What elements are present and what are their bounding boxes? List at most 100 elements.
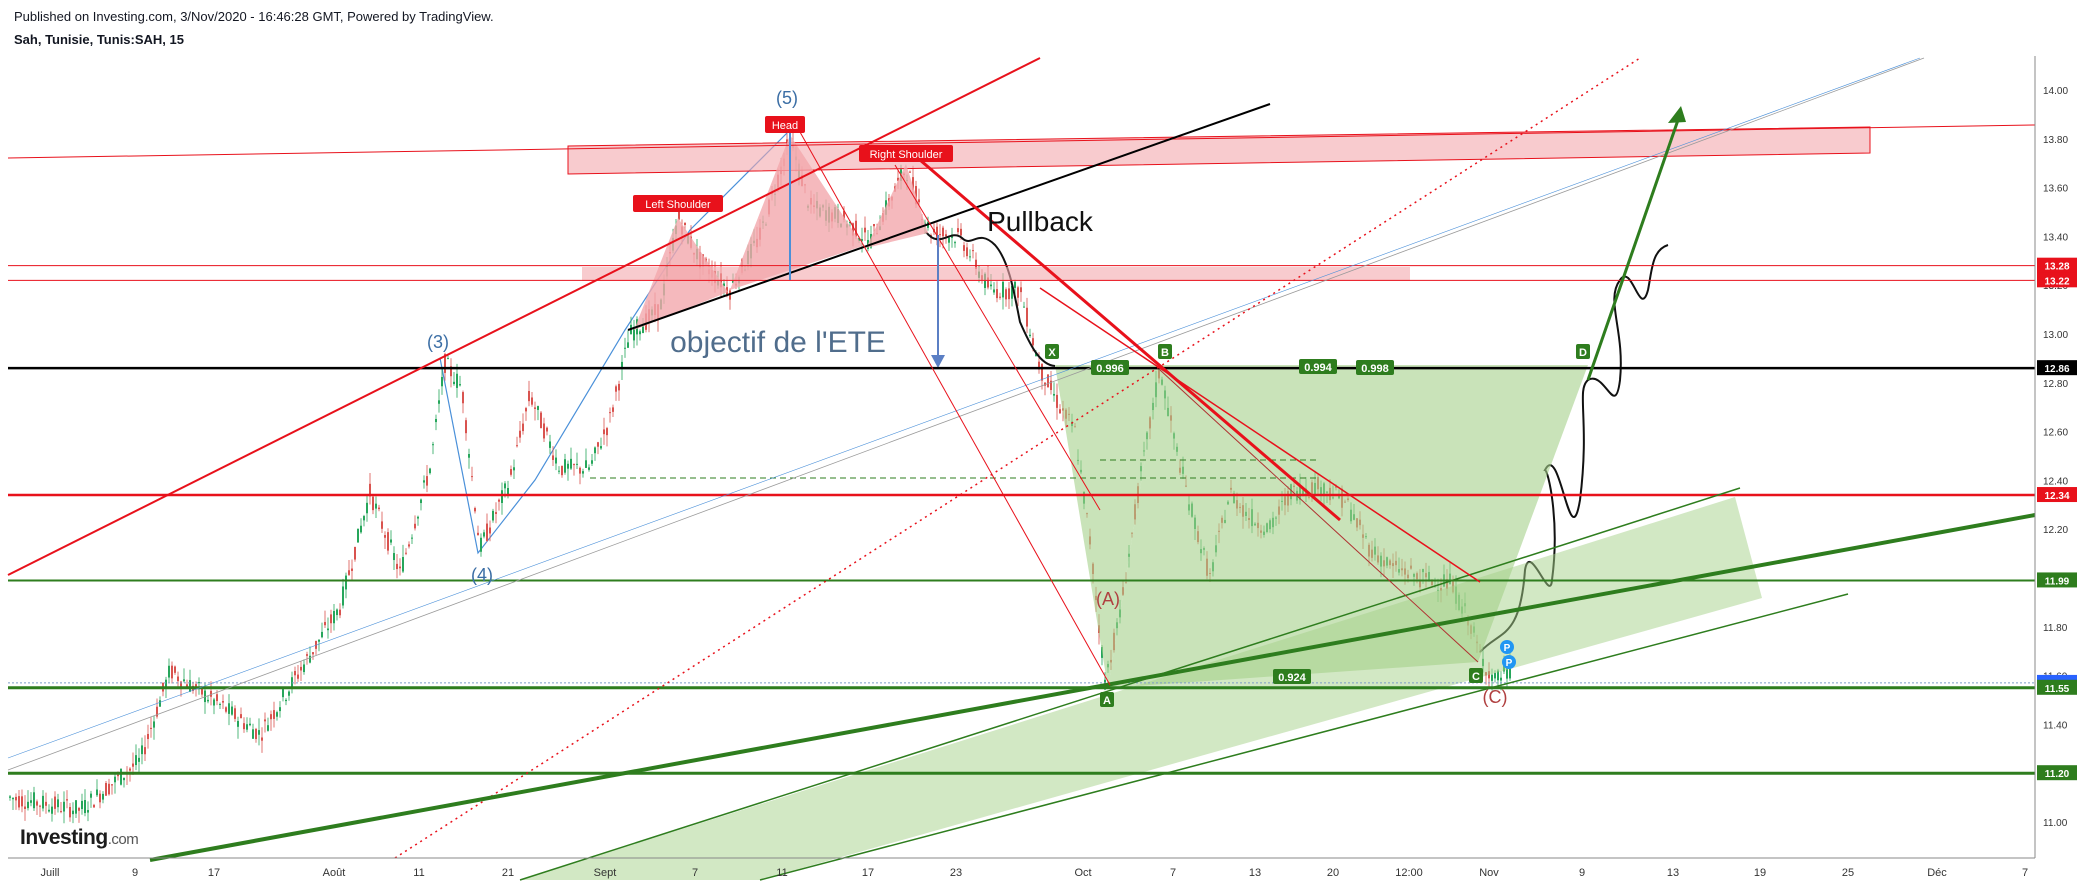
candle-body bbox=[351, 568, 353, 571]
left-shoulder-triangle bbox=[634, 218, 728, 330]
candle-body bbox=[435, 418, 437, 423]
candle-body bbox=[966, 247, 968, 257]
pattern-point-d-bg bbox=[1576, 344, 1590, 359]
x-tick-label: 25 bbox=[1842, 867, 1854, 879]
candle-body bbox=[267, 725, 269, 731]
candle-body bbox=[453, 381, 455, 385]
candle-body bbox=[1026, 307, 1028, 327]
candle-body bbox=[159, 700, 161, 707]
candle-body bbox=[987, 277, 989, 288]
ratio-label-1-bg bbox=[1091, 360, 1129, 375]
candle-body bbox=[1506, 667, 1508, 679]
candle-body bbox=[366, 502, 368, 514]
ratio-label-1: 0.996 bbox=[1096, 363, 1124, 375]
x-tick-label: 17 bbox=[862, 867, 874, 879]
dotted-red-trendline bbox=[394, 57, 1641, 859]
candle-body bbox=[1059, 409, 1061, 414]
candle-body bbox=[897, 177, 899, 181]
candle-body bbox=[516, 445, 518, 447]
candle-body bbox=[975, 259, 977, 269]
candle-body bbox=[372, 496, 374, 511]
candle-body bbox=[465, 420, 467, 434]
candle-body bbox=[408, 544, 410, 547]
candle-body bbox=[996, 289, 998, 299]
right-shoulder-label-bg bbox=[859, 145, 953, 162]
rising-red-trendline bbox=[7, 57, 1041, 576]
candle-body bbox=[333, 611, 335, 624]
candle-body bbox=[276, 712, 278, 717]
candle-body bbox=[1020, 287, 1022, 293]
candle-body bbox=[1053, 393, 1055, 396]
candle-body bbox=[78, 807, 80, 811]
candle-body bbox=[270, 714, 272, 720]
candle-body bbox=[156, 706, 158, 717]
candle-body bbox=[132, 763, 134, 767]
candle-body bbox=[165, 679, 167, 689]
candle-body bbox=[549, 441, 551, 448]
candle-body bbox=[63, 801, 65, 812]
candle-body bbox=[471, 476, 473, 478]
candle-body bbox=[15, 796, 17, 801]
price-label-box bbox=[2037, 360, 2077, 376]
pullback-annotation: Pullback bbox=[987, 206, 1094, 237]
candle-body bbox=[552, 455, 554, 460]
candle-body bbox=[1491, 674, 1493, 681]
x-tick-label: Sept bbox=[594, 867, 617, 879]
candle-body bbox=[66, 799, 68, 801]
candle-body bbox=[585, 460, 587, 468]
candle-body bbox=[1014, 281, 1016, 288]
candle-body bbox=[30, 800, 32, 803]
candle-body bbox=[108, 783, 110, 795]
candle-body bbox=[99, 793, 101, 803]
pattern-point-x: X bbox=[1048, 347, 1056, 359]
candle-body bbox=[147, 733, 149, 740]
candle-body bbox=[1002, 281, 1004, 298]
candle-body bbox=[381, 521, 383, 529]
candle-body bbox=[330, 614, 332, 624]
candle-body bbox=[402, 557, 404, 572]
target-arrow-line bbox=[1586, 119, 1680, 381]
pattern-point-x-bg bbox=[1045, 344, 1059, 359]
grey-channel-line bbox=[7, 57, 1925, 771]
elliott-wave-path bbox=[439, 129, 791, 555]
candle-body bbox=[477, 532, 479, 536]
candle-body bbox=[186, 684, 188, 688]
x-tick-label: Oct bbox=[1074, 867, 1091, 879]
candle-body bbox=[300, 666, 302, 671]
candle-body bbox=[912, 177, 914, 190]
candle-body bbox=[582, 471, 584, 474]
candle-body bbox=[1035, 353, 1037, 357]
candle-body bbox=[234, 708, 236, 719]
candle-body bbox=[252, 729, 254, 739]
candle-body bbox=[852, 223, 854, 236]
head-label: Head bbox=[772, 120, 798, 132]
candle-body bbox=[1494, 672, 1496, 679]
candle-body bbox=[174, 666, 176, 673]
candle-body bbox=[546, 427, 548, 432]
candle-body bbox=[237, 720, 239, 727]
candle-body bbox=[483, 532, 485, 537]
candle-body bbox=[324, 621, 326, 626]
price-label-box bbox=[2037, 765, 2077, 781]
ratio-label-3: 0.998 bbox=[1361, 363, 1389, 375]
x-tick-label: 23 bbox=[950, 867, 962, 879]
candle-body bbox=[678, 211, 680, 220]
candle-body bbox=[45, 801, 47, 806]
y-tick-label: 11.80 bbox=[2043, 623, 2068, 634]
candle-body bbox=[225, 707, 227, 712]
candle-body bbox=[627, 342, 629, 348]
candle-body bbox=[957, 228, 959, 233]
candle-body bbox=[141, 745, 143, 755]
candle-body bbox=[75, 800, 77, 814]
green-channel-upper bbox=[519, 487, 1741, 881]
candle-body bbox=[1023, 306, 1025, 308]
candle-body bbox=[357, 528, 359, 543]
candle-body bbox=[939, 234, 941, 236]
candle-body bbox=[519, 430, 521, 438]
candle-body bbox=[540, 412, 542, 429]
candle-body bbox=[51, 806, 53, 814]
y-tick-label: 12.80 bbox=[2043, 379, 2068, 390]
candle-body bbox=[312, 652, 314, 655]
candle-body bbox=[177, 676, 179, 682]
